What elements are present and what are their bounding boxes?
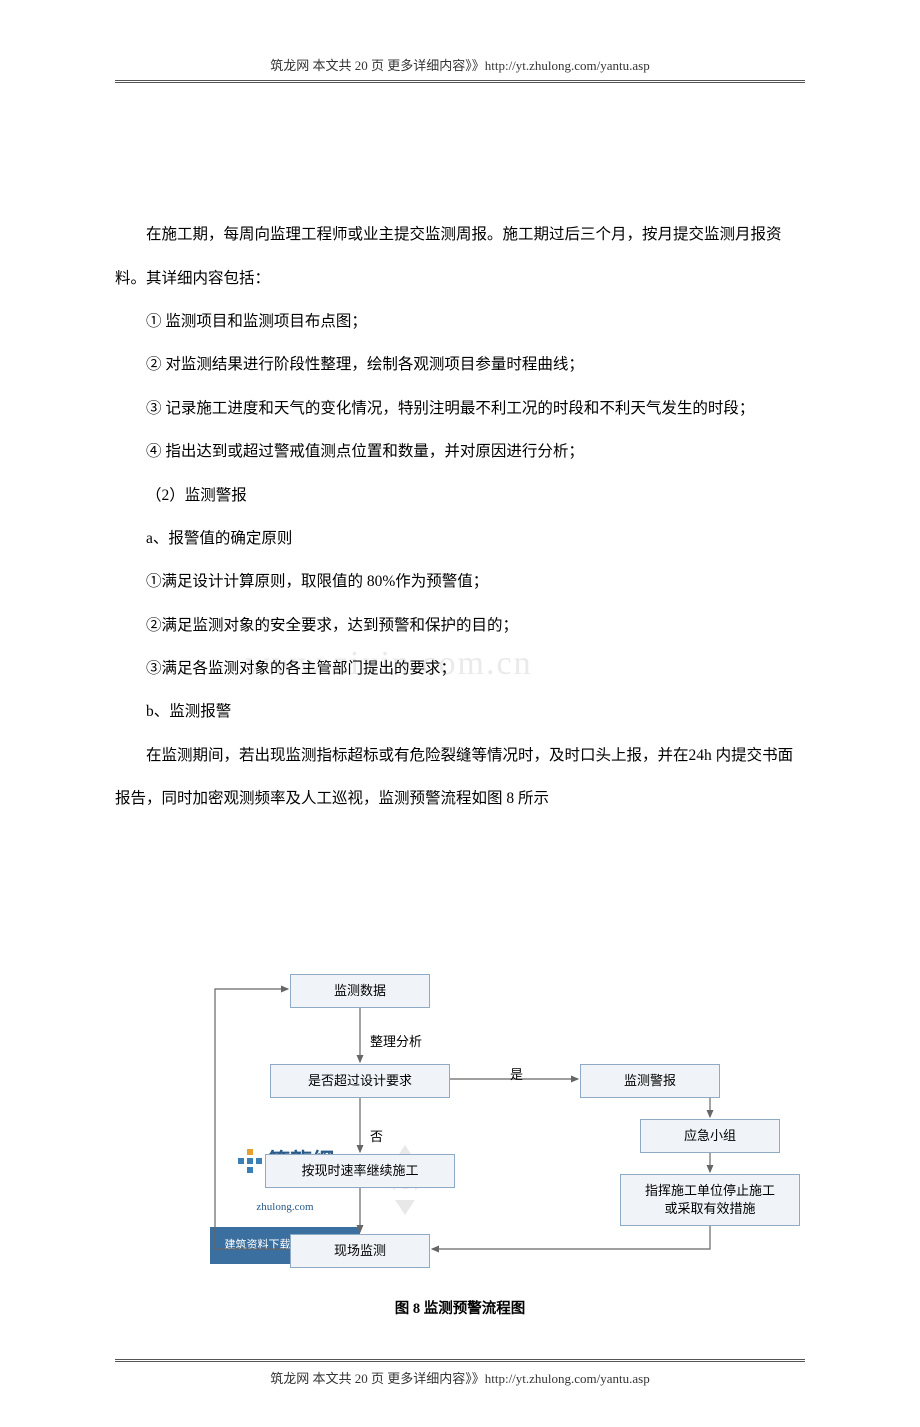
- flowchart-edge-label: 否: [370, 1119, 383, 1155]
- flowchart-edge-label: 整理分析: [370, 1024, 422, 1060]
- flowchart-node: 指挥施工单位停止施工 或采取有效措施: [620, 1174, 800, 1226]
- header-divider: [115, 80, 805, 83]
- list-item: ④ 指出达到或超过警戒值测点位置和数量，并对原因进行分析；: [115, 430, 805, 473]
- flowchart-node: 监测警报: [580, 1064, 720, 1098]
- flowchart-node: 应急小组: [640, 1119, 780, 1153]
- flowchart-node: 是否超过设计要求: [270, 1064, 450, 1098]
- list-item: ①满足设计计算原则，取限值的 80%作为预警值；: [115, 560, 805, 603]
- flowchart-node: 监测数据: [290, 974, 430, 1008]
- flowchart-node: 现场监测: [290, 1234, 430, 1268]
- list-heading: a、报警值的确定原则: [115, 517, 805, 560]
- list-item: ① 监测项目和监测项目布点图；: [115, 300, 805, 343]
- header-text: 筑龙网 本文共 20 页 更多详细内容》》http://yt.zhulong.c…: [270, 58, 650, 73]
- subsection-title: （2）监测警报: [115, 474, 805, 517]
- footer-text: 筑龙网 本文共 20 页 更多详细内容》》http://yt.zhulong.c…: [270, 1371, 650, 1386]
- list-item: ② 对监测结果进行阶段性整理，绘制各观测项目参量时程曲线；: [115, 343, 805, 386]
- figure-caption: 图 8 监测预警流程图: [115, 1289, 805, 1330]
- list-heading: b、监测报警: [115, 690, 805, 733]
- page-header: 筑龙网 本文共 20 页 更多详细内容》》http://yt.zhulong.c…: [115, 55, 805, 74]
- flowchart-edge-label: 是: [510, 1057, 523, 1093]
- footer-divider: [115, 1359, 805, 1362]
- list-item: ③满足各监测对象的各主管部门提出的要求；: [115, 647, 805, 690]
- warning-flowchart: 监测数据 是否超过设计要求 按现时速率继续施工 现场监测 监测警报 应急小组 指…: [185, 974, 805, 1274]
- paragraph: 在监测期间，若出现监测指标超标或有危险裂缝等情况时，及时口头上报，并在24h 内…: [115, 734, 805, 821]
- paragraph: 在施工期，每周向监理工程师或业主提交监测周报。施工期过后三个月，按月提交监测月报…: [115, 213, 805, 300]
- flowchart-node: 按现时速率继续施工: [265, 1154, 455, 1188]
- document-content: www.zixin.com.cn 在施工期，每周向监理工程师或业主提交监测周报。…: [115, 118, 805, 1329]
- page-footer: 筑龙网 本文共 20 页 更多详细内容》》http://yt.zhulong.c…: [115, 1368, 805, 1387]
- list-item: ②满足监测对象的安全要求，达到预警和保护的目的；: [115, 604, 805, 647]
- list-item: ③ 记录施工进度和天气的变化情况，特别注明最不利工况的时段和不利天气发生的时段；: [115, 387, 805, 430]
